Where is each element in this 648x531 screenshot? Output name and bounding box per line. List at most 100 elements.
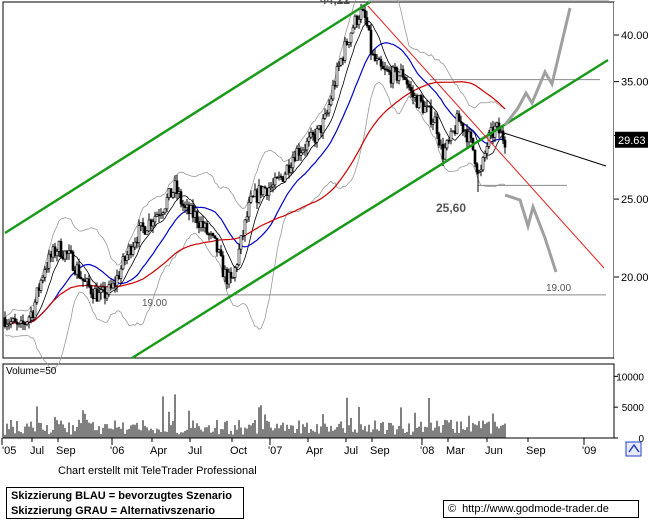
candle-body	[79, 277, 83, 279]
candle-body	[331, 84, 335, 100]
candle-body	[69, 250, 73, 253]
candle-body	[133, 241, 137, 248]
candle-body	[153, 216, 157, 223]
candle-body	[241, 235, 245, 237]
volume-panel: Volume=50 0 5000 10000	[4, 366, 645, 445]
candle-body	[455, 113, 459, 134]
candle-body	[113, 282, 117, 287]
candle-body	[349, 32, 353, 43]
candle-body	[125, 254, 129, 261]
candle-body	[131, 246, 135, 255]
candle-body	[431, 122, 435, 125]
candle-body	[165, 197, 169, 210]
candle-body	[193, 211, 197, 218]
channel-upper-line	[4, 0, 371, 235]
source-url[interactable]: http://www.godmode-trader.de	[462, 503, 609, 515]
candle-body	[335, 66, 339, 86]
candle-body	[109, 284, 113, 289]
candle-body	[215, 237, 219, 253]
candle-body	[9, 321, 13, 325]
candle-body	[221, 255, 225, 278]
candle-body	[217, 249, 221, 253]
candle-body	[297, 148, 301, 156]
candle-body	[231, 277, 235, 279]
candle-body	[289, 167, 293, 173]
candle-body	[47, 253, 51, 269]
ma-short-line	[4, 20, 506, 327]
time-tick-label: '06	[110, 445, 124, 457]
candle-body	[403, 77, 407, 80]
candle-body	[253, 189, 257, 197]
source-url-box[interactable]: © http://www.godmode-trader.de	[443, 500, 639, 518]
candle-body	[201, 221, 205, 228]
candle-body	[339, 58, 343, 66]
chart-frames	[2, 1, 648, 439]
copyright-symbol: ©	[448, 503, 457, 515]
resistance-line	[367, 5, 605, 269]
candle-body	[177, 191, 181, 194]
candle-body	[129, 245, 133, 255]
candle-body	[411, 90, 415, 98]
candle-body	[273, 177, 277, 186]
candle-body	[275, 177, 279, 179]
candle-body	[459, 120, 463, 124]
volume-tick-label: 5000	[622, 403, 645, 414]
price-axis-background	[614, 2, 648, 358]
candle-body	[249, 195, 253, 203]
candle-body	[99, 289, 103, 293]
candle-body	[501, 130, 505, 141]
chart-credit: Chart erstellt mit TeleTrader Profession…	[58, 465, 257, 477]
candle-body	[461, 122, 465, 132]
candle-body	[395, 67, 399, 81]
candle-body	[149, 219, 153, 227]
time-axis: '05 Jul Sep '06 Apr Jul Oct '07 Apr Jul Sep '08 Mar J…	[1, 438, 642, 457]
candle-body	[159, 214, 163, 216]
candle-body	[3, 317, 7, 327]
candle-body	[347, 42, 351, 46]
candle-body	[15, 321, 19, 325]
pdf-icon-frame	[625, 441, 642, 457]
candle-body	[357, 19, 361, 26]
candle-body	[213, 235, 217, 239]
candle-body	[115, 275, 119, 287]
legend-grey: Skizzierung GRAU = Alternativszenario	[11, 505, 216, 517]
price-tick-label: 35.00	[621, 77, 648, 89]
price-tick-label: 25.00	[621, 194, 648, 206]
candle-body	[27, 316, 31, 323]
candle-body	[139, 222, 143, 227]
candle-body	[251, 195, 255, 198]
candle-body	[407, 83, 411, 88]
candle-body	[483, 152, 487, 158]
candle-body	[187, 204, 191, 214]
volume-title: Volume=50	[6, 366, 57, 377]
candle-body	[185, 204, 189, 208]
candle-body	[121, 256, 125, 270]
volume-tick-label: 10000	[616, 372, 644, 383]
candle-body	[457, 113, 461, 122]
annotation-label: 19.00	[546, 283, 571, 294]
candle-body	[269, 186, 273, 189]
last-price-label: 29.63	[618, 135, 646, 147]
candle-body	[59, 240, 63, 258]
candle-body	[55, 251, 59, 257]
candle-body	[135, 241, 139, 244]
ma-medium-line	[4, 42, 506, 328]
candle-body	[437, 133, 441, 146]
candle-body	[175, 180, 179, 194]
candle-body	[43, 269, 47, 278]
candle-body	[45, 267, 49, 270]
candle-body	[137, 225, 141, 243]
candle-body	[143, 226, 147, 235]
candle-body	[147, 219, 151, 232]
time-tick-label: Sep	[526, 445, 546, 457]
candle-body	[39, 279, 43, 291]
candle-body	[223, 269, 227, 278]
candle-body	[41, 277, 45, 281]
candle-body	[477, 171, 481, 173]
scenario-down-sketch	[504, 193, 558, 273]
candle-body	[267, 187, 271, 196]
candle-body	[33, 301, 37, 319]
candle-body	[5, 324, 9, 327]
